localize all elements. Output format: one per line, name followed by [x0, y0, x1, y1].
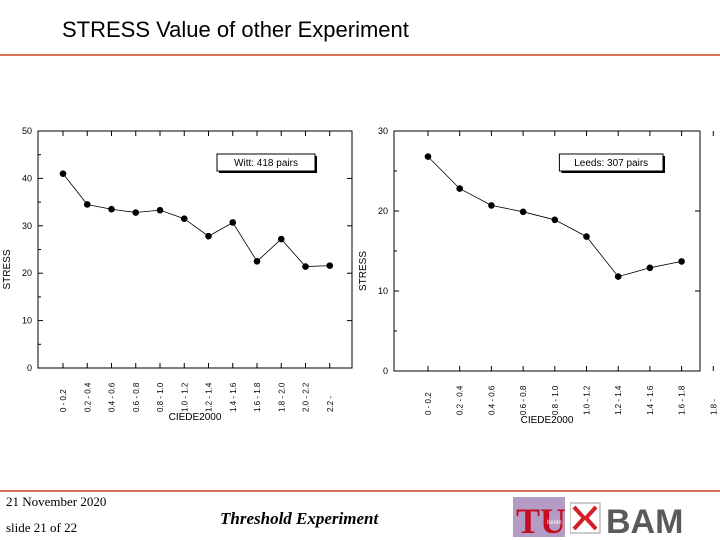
leeds-x-tick-label: 0 - 0.2: [424, 392, 433, 415]
leeds-x-tick-label: 1.6 - 1.8: [678, 385, 687, 415]
witt-data-point: [132, 209, 140, 216]
witt-x-axis-title: CIEDE2000: [169, 412, 222, 423]
witt-x-tick-label: 1.8 - 2.0: [277, 382, 286, 412]
leeds-x-tick-label: 1.8 -: [709, 399, 718, 415]
witt-data-point: [205, 232, 212, 240]
tu-logo-background: [513, 497, 565, 537]
witt-data-point: [59, 170, 67, 177]
witt-data-point: [83, 201, 91, 208]
witt-data-point: [302, 263, 309, 270]
witt-series-line: [62, 173, 330, 267]
witt-x-tick-label: 0.6 - 0.8: [132, 382, 141, 412]
witt-legend-box: [216, 153, 316, 172]
witt-data-point: [156, 206, 164, 214]
leeds-y-tick-label: 10: [378, 286, 388, 296]
leeds-data-point: [424, 153, 432, 160]
leeds-x-tick-label: 1.0 - 1.2: [583, 385, 592, 415]
witt-y-tick-label: 40: [22, 173, 32, 183]
witt-y-tick-label: 0: [27, 363, 32, 373]
leeds-legend-box: [558, 153, 664, 172]
footer-divider: [0, 490, 720, 492]
witt-y-tick-label: 10: [22, 316, 32, 326]
footer-date: 21 November 2020: [6, 494, 107, 509]
witt-y-tick-label: 20: [22, 268, 32, 278]
leeds-x-axis-title: CIEDE2000: [521, 415, 574, 426]
charts-canvas: 0 10 20 30 40 50 0 - 0.2 0.2 - 0.4 0.4 - 0.6 0.6 …: [2, 126, 718, 426]
bam-logo-text: BAM: [606, 503, 683, 537]
leeds-y-tick-label: 30: [378, 126, 388, 136]
witt-data-point: [253, 258, 261, 265]
leeds-data-point: [583, 233, 590, 240]
title-divider: [0, 54, 720, 56]
tu-berlin-logo: TU berlin: [513, 497, 565, 537]
tu-logo-subtext: berlin: [547, 520, 562, 526]
witt-x-tick-label: 0.8 - 1.0: [156, 382, 165, 412]
witt-x-tick-label: 0 - 0.2: [59, 389, 68, 412]
witt-y-tick-label: 50: [22, 126, 32, 136]
leeds-data-point: [456, 185, 464, 192]
witt-y-axis-title: STRESS: [2, 249, 13, 289]
leeds-data-point: [551, 216, 559, 224]
leeds-x-tick-label: 0.6 - 0.8: [519, 385, 528, 415]
witt-x-tick-label: 1.0 - 1.2: [180, 382, 189, 412]
leeds-data-point: [614, 273, 622, 280]
leeds-x-tick-label: 1.4 - 1.6: [646, 385, 655, 415]
bam-logo-mark: [572, 505, 598, 531]
footer-title: Threshold Experiment: [220, 509, 379, 528]
leeds-x-tick-label: 1.2 - 1.4: [614, 385, 623, 415]
witt-data-point: [326, 262, 334, 269]
footer-slide-number: slide 21 of 22: [6, 520, 78, 535]
witt-legend-text: Witt: 418 pairs: [234, 158, 298, 169]
leeds-data-point: [646, 264, 654, 272]
leeds-data-point: [488, 202, 495, 209]
leeds-x-tick-label: 0.8 - 1.0: [551, 385, 560, 415]
leeds-data-point: [519, 208, 527, 216]
witt-data-point: [108, 205, 115, 213]
leeds-y-tick-label: 20: [378, 206, 388, 216]
witt-x-tick-label: 1.6 - 1.8: [253, 382, 262, 412]
leeds-y-axis-title: STRESS: [358, 251, 369, 291]
tu-logo-text: TU: [516, 501, 565, 537]
witt-data-point: [277, 235, 285, 243]
leeds-legend-text: Leeds: 307 pairs: [574, 158, 648, 169]
witt-x-tick-label: 2.2 -: [326, 396, 335, 412]
leeds-x-tick-label: 0.4 - 0.6: [487, 385, 496, 415]
witt-data-point: [229, 219, 237, 226]
witt-data-point: [180, 215, 188, 222]
leeds-x-tick-label: 0.2 - 0.4: [456, 385, 465, 415]
witt-x-tick-label: 2.0 - 2.2: [302, 382, 311, 412]
witt-y-tick-label: 30: [22, 221, 32, 231]
witt-x-tick-label: 0.4 - 0.6: [108, 382, 117, 412]
witt-x-tick-label: 1.2 - 1.4: [205, 382, 214, 412]
witt-x-tick-label: 0.2 - 0.4: [83, 382, 92, 412]
leeds-data-point: [678, 258, 685, 265]
witt-x-tick-label: 1.4 - 1.6: [229, 382, 238, 412]
bam-logo: BAM: [570, 502, 683, 537]
slide-title: STRESS Value of other Experiment: [62, 17, 409, 42]
leeds-y-tick-label: 0: [383, 366, 388, 376]
